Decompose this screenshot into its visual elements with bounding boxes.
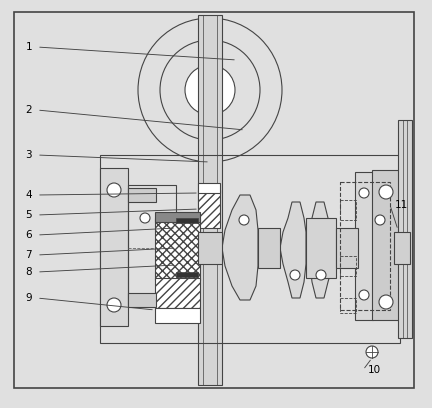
Bar (100, 168, 128, 326)
Bar (198, 232, 222, 264)
Bar (198, 190, 220, 228)
Bar (336, 228, 358, 268)
Bar (155, 218, 200, 280)
Text: 3: 3 (25, 150, 32, 160)
Bar (398, 120, 412, 338)
Text: 1: 1 (25, 42, 32, 52)
Bar (100, 155, 400, 343)
Circle shape (290, 270, 300, 280)
Text: 11: 11 (395, 200, 408, 210)
Circle shape (138, 18, 282, 162)
Circle shape (160, 40, 260, 140)
Bar (155, 308, 200, 323)
Circle shape (185, 65, 235, 115)
Bar (340, 256, 356, 276)
Circle shape (107, 298, 121, 312)
Bar (128, 188, 156, 202)
Bar (394, 232, 410, 264)
Text: 5: 5 (25, 210, 32, 220)
Bar (176, 218, 198, 223)
Polygon shape (280, 202, 306, 298)
Polygon shape (310, 202, 336, 298)
Polygon shape (222, 195, 258, 300)
Text: 8: 8 (25, 267, 32, 277)
Bar (155, 212, 200, 222)
Bar (258, 228, 280, 268)
Circle shape (239, 215, 249, 225)
Polygon shape (358, 195, 394, 300)
Bar (198, 15, 222, 385)
Text: 4: 4 (25, 190, 32, 200)
Bar (176, 272, 198, 277)
Circle shape (359, 290, 369, 300)
Bar (340, 200, 356, 220)
Bar (155, 278, 200, 308)
Text: 10: 10 (368, 365, 381, 375)
Text: 6: 6 (25, 230, 32, 240)
Circle shape (379, 185, 393, 199)
Circle shape (316, 270, 326, 280)
Circle shape (379, 295, 393, 309)
Bar (128, 185, 176, 305)
Circle shape (366, 346, 378, 358)
Circle shape (375, 215, 385, 225)
Bar (372, 170, 400, 320)
Bar (306, 218, 336, 278)
Bar (128, 293, 156, 307)
Bar (340, 298, 356, 313)
Circle shape (140, 213, 150, 223)
Text: 9: 9 (25, 293, 32, 303)
Circle shape (359, 188, 369, 198)
Bar (355, 172, 373, 320)
Text: 2: 2 (25, 105, 32, 115)
Circle shape (107, 183, 121, 197)
Bar (340, 182, 390, 310)
Text: 7: 7 (25, 250, 32, 260)
Bar (198, 183, 220, 193)
